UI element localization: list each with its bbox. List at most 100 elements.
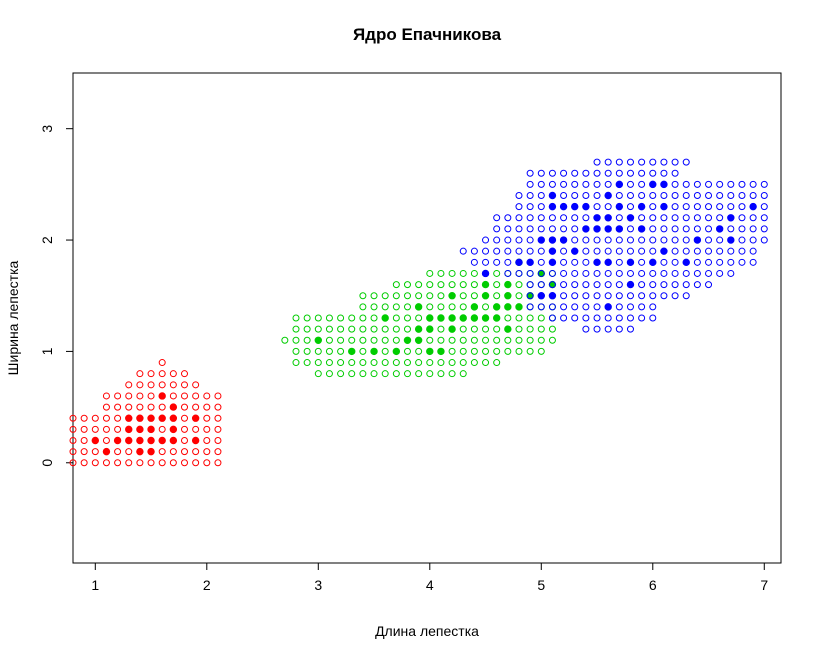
grid-point [582, 292, 590, 300]
observation-point [147, 425, 155, 434]
observation-point [470, 303, 479, 311]
grid-point [760, 192, 768, 199]
grid-point [470, 359, 478, 367]
grid-point [749, 214, 757, 222]
observation-point [604, 303, 612, 311]
grid-point [593, 247, 601, 255]
grid-point [638, 258, 646, 266]
grid-point [593, 292, 601, 300]
grid-point [158, 359, 166, 367]
grid-point [91, 425, 99, 433]
grid-point [214, 425, 222, 433]
grid-point [515, 269, 523, 277]
grid-point [470, 347, 478, 355]
grid-point [459, 281, 467, 289]
grid-point [638, 192, 646, 199]
grid-point [593, 303, 601, 311]
grid-point [214, 403, 222, 411]
grid-point [537, 325, 545, 333]
grid-point [459, 359, 467, 367]
x-tick-label: 7 [760, 577, 768, 593]
grid-point [649, 192, 657, 199]
grid-point [515, 214, 523, 222]
grid-point [292, 314, 300, 322]
grid-point [392, 336, 400, 344]
grid-point [470, 281, 478, 289]
grid-point [515, 192, 523, 199]
grid-point [705, 258, 713, 266]
grid-point [660, 292, 668, 300]
observation-point [392, 347, 401, 356]
grid-point [660, 258, 668, 266]
grid-point [649, 269, 657, 277]
grid-point [515, 247, 523, 255]
grid-point [693, 258, 701, 266]
grid-point [292, 359, 300, 367]
observation-point [191, 436, 200, 445]
grid-point [593, 236, 601, 244]
grid-point [526, 292, 534, 300]
grid-point [705, 214, 713, 222]
grid-point [682, 203, 690, 211]
grid-point [403, 281, 411, 289]
observation-point [626, 280, 635, 289]
grid-point [537, 258, 545, 266]
grid-point [571, 314, 579, 322]
grid-point [125, 403, 133, 411]
grid-point [682, 225, 690, 233]
grid-point [582, 236, 590, 244]
grid-point [426, 359, 434, 367]
grid-point [493, 258, 501, 266]
grid-point [582, 180, 590, 188]
grid-point [214, 437, 222, 444]
grid-point [571, 258, 579, 266]
observation-point [504, 303, 512, 311]
grid-point [303, 347, 311, 355]
grid-point [548, 325, 556, 333]
grid-point [403, 314, 411, 322]
grid-point [682, 214, 690, 222]
grid-point [571, 169, 579, 177]
grid-point [147, 370, 155, 378]
grid-point [169, 392, 177, 400]
grid-point [649, 314, 657, 322]
grid-point [671, 247, 679, 255]
grid-point [626, 269, 634, 277]
grid-point [615, 281, 623, 289]
observation-point [582, 202, 590, 211]
grid-point [114, 459, 122, 467]
observation-point [604, 225, 612, 233]
grid-point [526, 281, 534, 289]
grid-point [638, 281, 646, 289]
grid-point [169, 381, 177, 389]
grid-point [448, 359, 456, 367]
grid-point [136, 392, 144, 400]
grid-point [504, 225, 512, 233]
grid-point [749, 236, 757, 244]
grid-point [571, 192, 579, 199]
grid-point [180, 403, 188, 411]
grid-point [203, 437, 211, 444]
observation-point [448, 325, 456, 333]
grid-point [348, 314, 356, 322]
observation-point [548, 202, 557, 211]
grid-point [571, 292, 579, 300]
grid-point [392, 325, 400, 333]
grid-point [470, 269, 478, 277]
grid-point [526, 180, 534, 188]
grid-point [515, 314, 523, 322]
observation-point [593, 258, 601, 267]
grid-point [504, 214, 512, 222]
grid-point [604, 325, 612, 333]
grid-point [593, 158, 601, 166]
grid-point [560, 303, 568, 311]
x-axis: 1 2 3 4 5 6 7 [91, 562, 768, 593]
grid-point [638, 169, 646, 177]
grid-point [482, 236, 490, 244]
grid-point [660, 269, 668, 277]
grid-point [448, 336, 456, 344]
grid-point [537, 303, 545, 311]
grid-point [370, 303, 378, 311]
grid-point [136, 403, 144, 411]
observation-point [147, 447, 155, 456]
